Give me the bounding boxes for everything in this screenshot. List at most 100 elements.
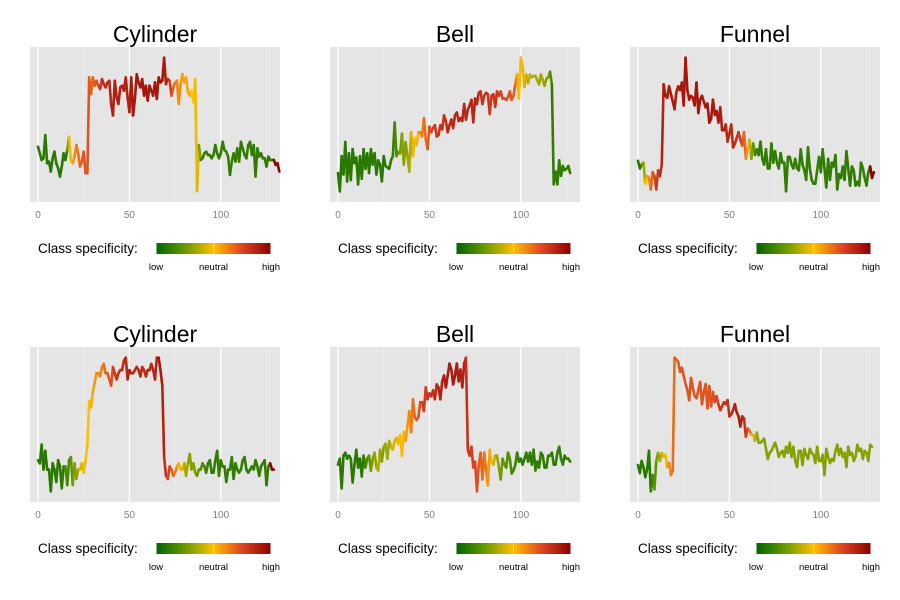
line-segment (214, 143, 219, 155)
line-segment (512, 83, 517, 97)
line-segment (718, 106, 724, 132)
panel-6: Funnel 0 50 100 Class specificity: low neutral… (630, 321, 880, 573)
line-segment (671, 356, 676, 473)
line-segment (857, 161, 863, 187)
line-segment (117, 86, 122, 106)
line-segment (369, 457, 375, 472)
line-segment (669, 92, 675, 103)
panel-5: Bell 0 50 100 Class specificity: low neutral hi… (330, 321, 580, 573)
panel-4: Cylinder 0 50 100 Class specificity: low neutr… (30, 321, 280, 573)
legend-label-neutral: neutral (199, 562, 228, 573)
legend-label-low: low (449, 562, 463, 573)
line-segment (660, 83, 665, 166)
line-segment (170, 86, 175, 97)
legend-label-high: high (262, 562, 280, 573)
line-segment (433, 123, 439, 138)
x-tick-label: 100 (212, 510, 229, 521)
line-segment (228, 160, 234, 177)
line-segment (192, 462, 197, 474)
line-segment (475, 91, 481, 106)
line-segment (161, 384, 166, 459)
line-segment (706, 102, 711, 124)
line-segment (541, 454, 546, 469)
line-segment (759, 140, 764, 161)
line-segment (762, 437, 768, 451)
line-segment (644, 467, 649, 479)
line-segment (439, 380, 444, 401)
line-segment (508, 457, 513, 475)
series-line (636, 356, 874, 493)
line-segment (91, 381, 96, 394)
legend-label-low: low (749, 562, 763, 573)
line-segment (764, 148, 770, 170)
x-tick-label: 0 (635, 510, 641, 521)
series-line (36, 56, 281, 193)
line-segment (113, 79, 118, 99)
line-segment (493, 90, 499, 109)
line-segment (567, 457, 572, 463)
line-segment (545, 454, 550, 469)
line-segment (481, 94, 486, 106)
line-segment (779, 151, 784, 164)
x-tick-label: 100 (812, 510, 829, 521)
line-segment (784, 155, 790, 193)
x-tick-label: 50 (124, 510, 136, 521)
line-segment (845, 149, 850, 170)
line-segment (411, 397, 417, 419)
line-segment (691, 386, 696, 398)
line-segment (737, 130, 742, 142)
line-segment (828, 161, 834, 182)
line-segment (451, 114, 457, 130)
series-line (336, 356, 572, 493)
line-segment (653, 459, 658, 491)
line-segment (726, 132, 731, 143)
line-segment (808, 167, 813, 182)
plot-background (630, 347, 880, 502)
line-segment (177, 82, 182, 106)
line-segment (550, 83, 556, 186)
line-segment (697, 98, 702, 115)
legend-label-low: low (749, 262, 763, 273)
x-tick-label: 50 (424, 210, 436, 221)
line-segment (773, 149, 779, 164)
line-segment (391, 439, 396, 452)
line-segment (159, 368, 164, 387)
line-segment (415, 130, 420, 147)
line-segment (729, 123, 735, 149)
line-segment (120, 359, 126, 372)
line-segment (554, 451, 559, 466)
line-segment (60, 465, 65, 490)
line-segment (184, 462, 190, 478)
x-tick-label: 0 (335, 210, 341, 221)
line-segment (799, 148, 804, 166)
plot-background (330, 47, 580, 202)
line-segment (649, 170, 654, 191)
series-line (636, 56, 876, 193)
line-segment (54, 458, 60, 484)
line-segment (695, 388, 700, 400)
line-segment (239, 458, 245, 471)
legend-title: Class specificity: (338, 541, 438, 556)
line-segment (682, 374, 687, 386)
x-tick-label: 100 (212, 210, 229, 221)
series-line (36, 356, 276, 493)
line-segment (658, 163, 664, 178)
line-segment (84, 443, 89, 462)
line-segment (795, 449, 801, 469)
legend-label-high: high (862, 262, 880, 273)
line-segment (537, 451, 543, 469)
line-segment (744, 146, 749, 161)
line-segment (550, 451, 556, 466)
legend-label-neutral: neutral (799, 562, 828, 573)
legend-label-neutral: neutral (499, 262, 528, 273)
line-segment (792, 445, 797, 463)
line-segment (86, 399, 91, 447)
panels: Cylinder 0 50 100 Class specificity: low neutr… (30, 21, 880, 573)
line-segment (733, 402, 739, 414)
line-segment (254, 147, 259, 178)
line-segment (848, 165, 854, 187)
line-segment (689, 376, 695, 390)
panel-title: Cylinder (113, 321, 198, 347)
line-segment (166, 465, 171, 481)
